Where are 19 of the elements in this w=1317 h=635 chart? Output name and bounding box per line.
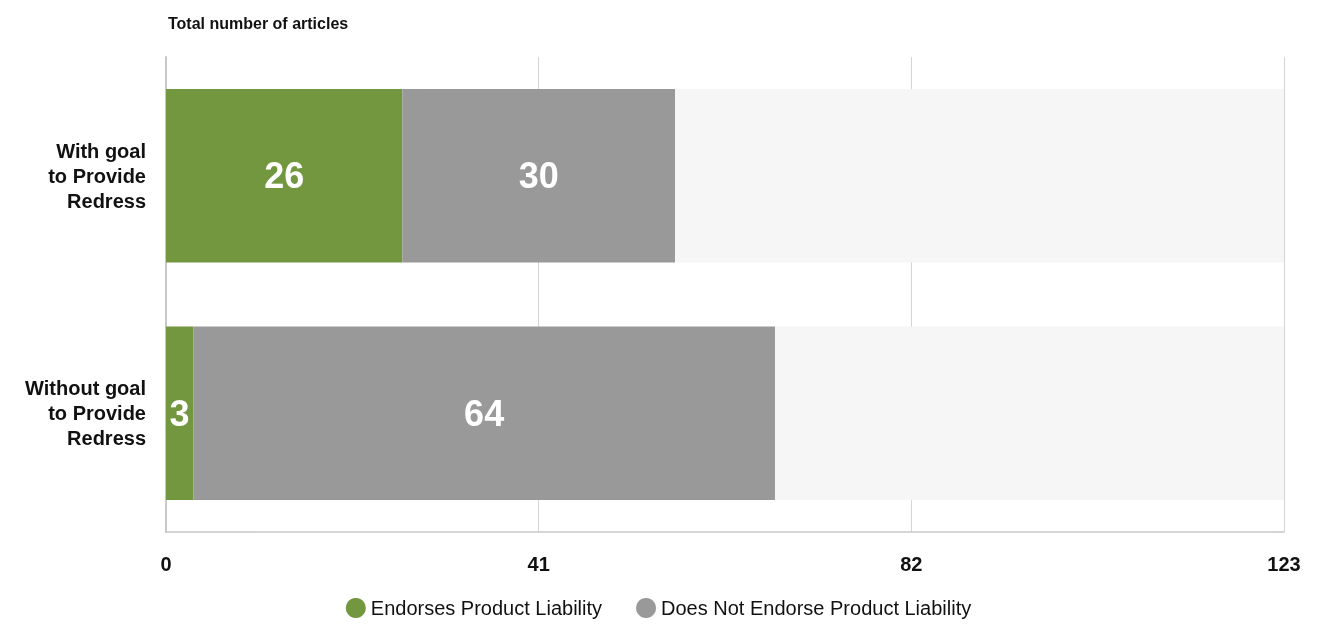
x-tick-label: 82 bbox=[900, 553, 923, 575]
bar bbox=[166, 326, 194, 500]
data-label: 3 bbox=[169, 392, 190, 434]
data-label: 26 bbox=[264, 155, 305, 197]
legend-label: Endorses Product Liability bbox=[370, 597, 603, 619]
legend-label: Does Not Endorse Product Liability bbox=[661, 597, 972, 619]
bar bbox=[193, 326, 775, 500]
chart-title: Total number of articles bbox=[168, 14, 349, 32]
y-tick-label: Without goal to Provide Redress bbox=[25, 377, 146, 450]
y-tick-label: With goal to Provide Redress bbox=[48, 139, 146, 212]
x-tick-label: 123 bbox=[1267, 553, 1301, 575]
bar bbox=[402, 89, 676, 263]
data-label: 30 bbox=[518, 155, 559, 197]
x-tick-label: 0 bbox=[160, 553, 172, 575]
bar bbox=[774, 326, 1284, 500]
bar bbox=[675, 89, 1284, 263]
x-tick-label: 41 bbox=[527, 553, 550, 575]
data-label: 64 bbox=[464, 392, 505, 434]
bar bbox=[166, 89, 403, 263]
